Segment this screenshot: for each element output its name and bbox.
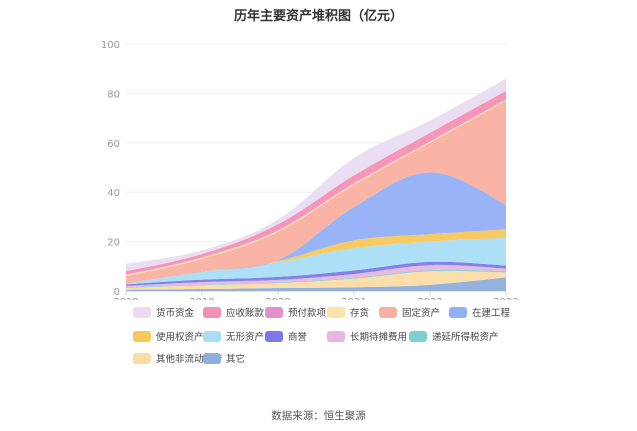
legend-label: 其他非流动资产 — [156, 354, 223, 365]
area-series-group — [126, 78, 506, 291]
legend-label: 商誉 — [288, 332, 308, 343]
area-其它 — [126, 277, 506, 291]
y-tick-label: 60 — [107, 139, 120, 150]
x-tick-label: 2020 — [265, 297, 290, 300]
legend-label: 长期待摊费用 — [350, 332, 408, 343]
legend-item[interactable]: 存货 — [327, 305, 369, 319]
x-axis-ticks: 2018 2019 2020 2021 2022 2023 — [113, 291, 519, 300]
legend-label: 固定资产 — [402, 308, 441, 319]
y-axis-ticks: 0 20 40 60 80 100 — [101, 40, 120, 298]
area-其他非流动资产 — [126, 270, 506, 290]
legend-swatch — [133, 352, 151, 364]
legend-swatch — [379, 306, 397, 318]
legend-item[interactable]: 应收账款 — [203, 305, 264, 319]
x-tick-label: 2019 — [189, 297, 214, 300]
legend-label: 应收账款 — [226, 308, 265, 319]
y-tick-label: 40 — [107, 188, 120, 199]
x-tick-label: 2021 — [341, 297, 366, 300]
legend-item[interactable]: 其它 — [203, 351, 245, 365]
x-tick-label: 2023 — [493, 297, 518, 300]
legend-swatch — [133, 330, 151, 342]
legend-item[interactable]: 长期待摊费用 — [327, 329, 407, 343]
area-商誉 — [126, 261, 506, 286]
y-tick-label: 100 — [101, 40, 120, 51]
area-使用权资产 — [126, 229, 506, 284]
legend-label: 存货 — [350, 308, 370, 319]
legend-label: 预付款项 — [288, 308, 327, 319]
legend-item[interactable]: 使用权资产 — [133, 329, 204, 343]
legend-label: 使用权资产 — [156, 332, 204, 343]
legend-swatch — [449, 306, 467, 318]
legend-item[interactable]: 商誉 — [265, 329, 307, 343]
legend-swatch — [327, 330, 345, 342]
legend-item[interactable]: 无形资产 — [203, 329, 264, 343]
legend-swatch — [265, 330, 283, 342]
stacked-area-chart: 0 20 40 60 80 100 2018 2019 2020 2021 2022 2023 — [101, 40, 519, 300]
legend-item[interactable]: 在建工程 — [449, 305, 510, 319]
legend-item[interactable]: 固定资产 — [379, 305, 440, 319]
y-tick-label: 0 — [114, 287, 120, 298]
legend-label: 在建工程 — [472, 308, 511, 319]
source-note: 数据来源：恒生聚源 — [271, 410, 366, 422]
legend-swatch — [203, 352, 221, 364]
legend-label: 递延所得税资产 — [432, 332, 499, 343]
area-递延所得税资产 — [126, 269, 506, 288]
x-tick-label: 2018 — [113, 297, 138, 300]
legend-item[interactable]: 其他非流动资产 — [133, 351, 223, 365]
legend-label: 其它 — [226, 354, 246, 365]
area-在建工程 — [126, 172, 506, 284]
y-tick-label: 80 — [107, 89, 120, 100]
area-无形资产 — [126, 237, 506, 285]
legend-swatch — [133, 306, 151, 318]
legend-swatch — [409, 330, 427, 342]
legend-item[interactable]: 货币资金 — [133, 305, 194, 319]
legend-swatch — [265, 306, 283, 318]
legend-item[interactable]: 预付款项 — [265, 305, 326, 319]
x-tick-label: 2022 — [417, 297, 442, 300]
area-长期待摊费用 — [126, 264, 506, 288]
chart-title: 历年主要资产堆积图（亿元） — [233, 9, 403, 24]
legend-label: 货币资金 — [156, 308, 195, 319]
legend-swatch — [203, 306, 221, 318]
legend-item[interactable]: 递延所得税资产 — [409, 329, 499, 343]
legend-swatch — [203, 330, 221, 342]
y-tick-label: 20 — [107, 238, 120, 249]
legend-swatch — [327, 306, 345, 318]
legend-label: 无形资产 — [226, 332, 265, 343]
